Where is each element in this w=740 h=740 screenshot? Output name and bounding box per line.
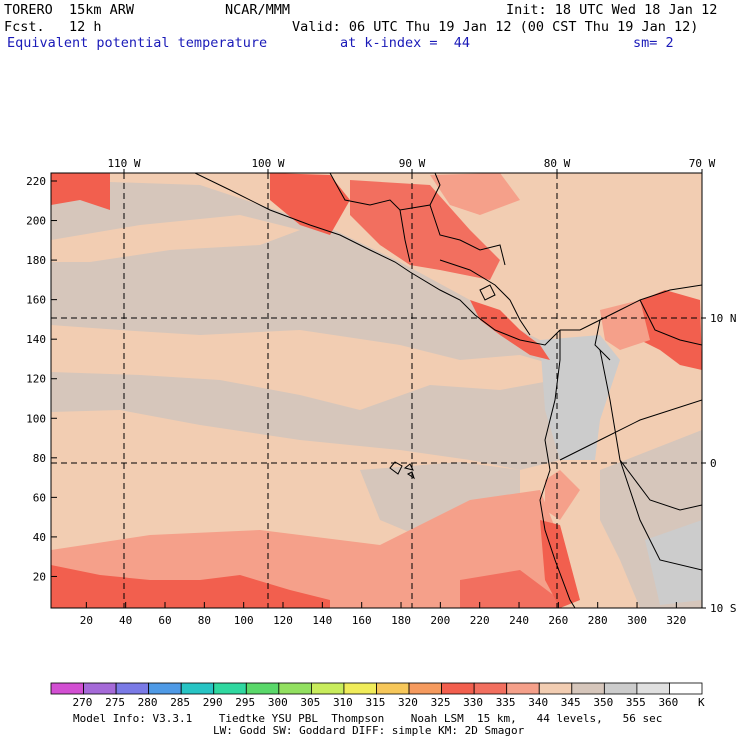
x-tick-label: 200 bbox=[430, 614, 450, 627]
x-tick-label: 120 bbox=[273, 614, 293, 627]
level-label: at k-index = 44 bbox=[340, 35, 471, 51]
legend-color-box bbox=[213, 682, 247, 695]
model-title: TORERO 15km ARW bbox=[4, 2, 135, 18]
legend-color-box bbox=[441, 682, 475, 695]
longitude-label: 100 W bbox=[251, 157, 284, 170]
legend-value-label: 340 bbox=[528, 696, 549, 709]
y-tick-label: 20 bbox=[33, 570, 46, 583]
center-label: NCAR/MMM bbox=[225, 2, 291, 18]
x-tick-label: 240 bbox=[509, 614, 529, 627]
field-name: Equivalent potential temperature bbox=[7, 35, 268, 51]
legend-value-label: 325 bbox=[430, 696, 451, 709]
legend-value-label: 350 bbox=[593, 696, 614, 709]
legend-value-label: 270 bbox=[72, 696, 93, 709]
legend-value-label: 330 bbox=[463, 696, 484, 709]
legend-value-label: 345 bbox=[560, 696, 581, 709]
legend-color-box bbox=[310, 682, 345, 695]
legend-color-box bbox=[506, 682, 540, 695]
x-tick-label: 260 bbox=[548, 614, 568, 627]
legend-value-label: 360 bbox=[658, 696, 679, 709]
x-tick-label: 20 bbox=[80, 614, 93, 627]
legend-value-label: 275 bbox=[105, 696, 125, 709]
y-tick-label: 80 bbox=[33, 452, 46, 465]
valid-time: Valid: 06 UTC Thu 19 Jan 12 (00 CST Thu … bbox=[292, 19, 699, 35]
legend-value-label: 300 bbox=[267, 696, 288, 709]
legend-value-label: 295 bbox=[235, 696, 256, 709]
x-tick-label: 60 bbox=[158, 614, 171, 627]
legend-color-box bbox=[180, 682, 215, 695]
x-tick-label: 320 bbox=[666, 614, 686, 627]
legend-color-box bbox=[245, 682, 280, 695]
x-tick-label: 100 bbox=[234, 614, 254, 627]
y-tick-label: 60 bbox=[33, 491, 46, 504]
model-info: Model Info: V3.3.1 Tiedtke YSU PBL Thomp… bbox=[73, 712, 663, 725]
longitude-label: 110 W bbox=[107, 157, 140, 170]
legend-color-box bbox=[473, 682, 508, 695]
longitude-label: 90 W bbox=[399, 157, 426, 170]
y-tick-label: 100 bbox=[26, 412, 46, 425]
x-tick-label: 220 bbox=[470, 614, 490, 627]
legend-color-box bbox=[538, 682, 573, 695]
graticule bbox=[51, 173, 702, 608]
x-tick-label: 140 bbox=[312, 614, 332, 627]
forecast-hour: Fcst. 12 h bbox=[4, 19, 102, 35]
latitude-label: 0 bbox=[710, 457, 717, 470]
legend-color-box bbox=[376, 682, 410, 695]
x-tick-label: 160 bbox=[352, 614, 372, 627]
x-tick-label: 80 bbox=[198, 614, 211, 627]
legend-color-box bbox=[278, 682, 312, 695]
legend-color-box bbox=[571, 682, 605, 695]
coastlines bbox=[194, 173, 702, 608]
legend-value-label: 355 bbox=[625, 696, 646, 709]
legend-color-box bbox=[669, 682, 703, 695]
x-tick-label: 300 bbox=[627, 614, 647, 627]
latitude-label: 10 N bbox=[710, 312, 737, 325]
smoothing-label: sm= 2 bbox=[633, 35, 674, 51]
longitude-label: 80 W bbox=[544, 157, 571, 170]
physics-info: LW: Godd SW: Goddard DIFF: simple KM: 2D… bbox=[213, 724, 525, 737]
theta-e-field bbox=[51, 173, 702, 608]
y-tick-label: 140 bbox=[26, 333, 46, 346]
legend-value-label: 280 bbox=[137, 696, 158, 709]
legend-value-label: 315 bbox=[365, 696, 386, 709]
legend-color-box bbox=[636, 682, 670, 695]
y-tick-label: 120 bbox=[26, 373, 46, 386]
longitude-label: 70 W bbox=[689, 157, 716, 170]
legend-unit: K bbox=[698, 696, 705, 709]
x-tick-label: 40 bbox=[119, 614, 132, 627]
legend-color-box bbox=[50, 682, 84, 695]
y-tick-label: 200 bbox=[26, 215, 46, 228]
legend-value-label: 310 bbox=[332, 696, 353, 709]
init-time: Init: 18 UTC Wed 18 Jan 12 bbox=[506, 2, 718, 18]
legend-value-label: 335 bbox=[495, 696, 516, 709]
legend-value-label: 290 bbox=[202, 696, 223, 709]
legend-value-label: 305 bbox=[300, 696, 321, 709]
latitude-label: 10 S bbox=[710, 602, 737, 615]
legend-color-box bbox=[115, 682, 150, 695]
legend-color-box bbox=[603, 682, 638, 695]
y-tick-label: 40 bbox=[33, 531, 46, 544]
y-tick-label: 220 bbox=[26, 175, 46, 188]
map-frame bbox=[50, 172, 703, 609]
y-tick-label: 160 bbox=[26, 294, 46, 307]
legend-color-box bbox=[343, 682, 377, 695]
legend-color-box bbox=[408, 682, 442, 695]
y-tick-label: 180 bbox=[26, 254, 46, 267]
x-tick-label: 180 bbox=[391, 614, 411, 627]
legend-color-box bbox=[83, 682, 117, 695]
legend-color-box bbox=[148, 682, 182, 695]
legend-value-label: 320 bbox=[398, 696, 418, 709]
legend-value-label: 285 bbox=[170, 696, 191, 709]
x-tick-label: 280 bbox=[588, 614, 608, 627]
